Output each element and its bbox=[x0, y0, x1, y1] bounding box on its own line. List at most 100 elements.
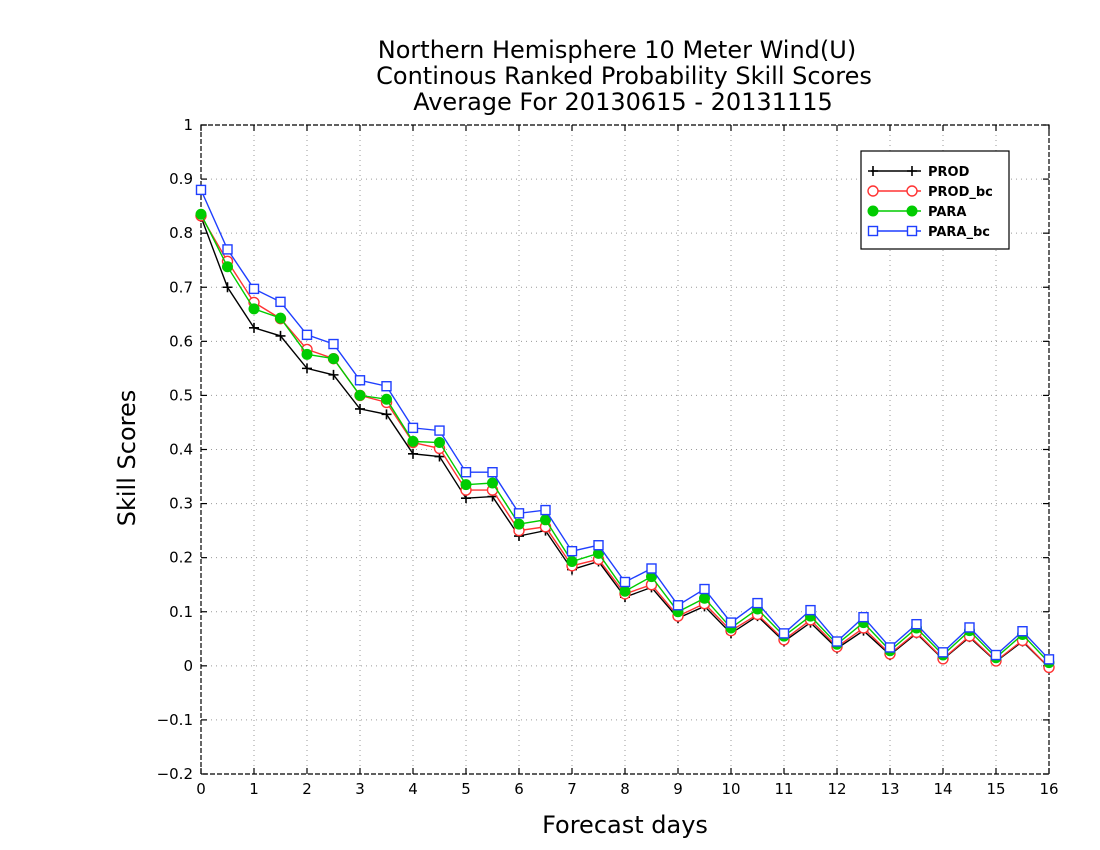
para-bc-point bbox=[593, 540, 604, 551]
x-tick-label: 2 bbox=[302, 780, 312, 798]
x-tick-label: 7 bbox=[567, 780, 577, 798]
legend-item-prod: PROD bbox=[868, 165, 970, 180]
x-tick-label: 15 bbox=[986, 780, 1005, 798]
para-point bbox=[487, 477, 498, 489]
prod-point bbox=[355, 403, 365, 414]
x-tick-label: 4 bbox=[408, 780, 418, 798]
y-tick-label: 1 bbox=[183, 116, 193, 134]
series-layer bbox=[195, 184, 1055, 674]
para-bc-point bbox=[778, 628, 790, 639]
y-axis-label: Skill Scores bbox=[113, 390, 141, 527]
para-bc-point bbox=[619, 576, 631, 588]
x-axis-label: Forecast days bbox=[542, 811, 708, 839]
title-line-3: Average For 20130615 - 20131115 bbox=[413, 88, 833, 116]
para-bc-point bbox=[381, 381, 392, 392]
y-tick-label: 0 bbox=[183, 657, 193, 675]
para-bc-point bbox=[275, 296, 286, 308]
prod-point bbox=[408, 448, 418, 459]
prod-point bbox=[249, 322, 259, 333]
x-tick-label: 1 bbox=[249, 780, 259, 798]
y-tick-label: 0.5 bbox=[169, 386, 193, 404]
para-point bbox=[195, 208, 207, 220]
para-point bbox=[354, 389, 366, 401]
para-bc-point bbox=[805, 604, 816, 616]
legend-label: PROD bbox=[928, 165, 970, 180]
para-bc-point bbox=[752, 597, 763, 609]
y-tick-label: 0.3 bbox=[169, 495, 193, 513]
y-tick-label: 0.8 bbox=[169, 224, 193, 242]
para-point bbox=[434, 436, 445, 448]
legend-prod-point bbox=[907, 166, 917, 176]
y-tick-label: 0.2 bbox=[169, 549, 193, 567]
prod-point bbox=[275, 330, 286, 341]
y-tick-label: 0.4 bbox=[169, 441, 193, 459]
y-tick-label: −0.2 bbox=[157, 765, 193, 783]
para-bc-point bbox=[1043, 654, 1055, 665]
para-point bbox=[513, 518, 525, 530]
para-bc-point bbox=[487, 467, 498, 478]
legend-prod-bc-point bbox=[906, 185, 918, 197]
legend-para-point bbox=[867, 205, 879, 217]
para-bc-point bbox=[195, 184, 207, 196]
x-tick-label: 0 bbox=[196, 780, 206, 798]
legend-item-para: PARA bbox=[867, 205, 966, 220]
x-tick-label: 14 bbox=[933, 780, 952, 798]
para-bc-point bbox=[672, 600, 684, 611]
para-bc-point bbox=[964, 622, 975, 633]
legend-item-prod-bc: PROD_bc bbox=[867, 185, 993, 200]
x-tick-label: 12 bbox=[827, 780, 846, 798]
para-bc-point bbox=[937, 647, 949, 658]
legend-item-para-bc: PARA_bc bbox=[867, 225, 990, 240]
para-point bbox=[381, 393, 392, 405]
x-tick-label: 8 bbox=[620, 780, 630, 798]
chart-title: Northern Hemisphere 10 Meter Wind(U) Con… bbox=[376, 36, 872, 116]
legend-label: PARA bbox=[928, 205, 966, 220]
para-point bbox=[248, 303, 260, 315]
para-bc-point bbox=[725, 617, 737, 628]
para-bc-point bbox=[911, 618, 922, 630]
x-tick-label: 9 bbox=[673, 780, 683, 798]
legend-label: PARA_bc bbox=[928, 225, 990, 240]
y-tick-label: −0.1 bbox=[157, 711, 193, 729]
para-bc-point bbox=[354, 375, 366, 386]
legend-para-bc-point bbox=[867, 225, 879, 237]
x-tick-label: 6 bbox=[514, 780, 524, 798]
para-bc-point bbox=[1017, 626, 1028, 637]
para-bc-point bbox=[222, 244, 233, 255]
series-prod bbox=[196, 211, 1054, 673]
legend-para-bc-point bbox=[906, 225, 918, 237]
para-bc-point bbox=[301, 329, 313, 341]
para-bc-point bbox=[540, 504, 551, 516]
gridlines bbox=[201, 125, 1049, 774]
y-tick-label: 0.7 bbox=[169, 278, 193, 296]
para-bc-point bbox=[646, 563, 657, 574]
para-point bbox=[222, 261, 233, 273]
x-tick-label: 10 bbox=[721, 780, 740, 798]
para-bc-point bbox=[513, 508, 525, 519]
y-tick-label: 0.6 bbox=[169, 332, 193, 350]
legend-prod-bc-point bbox=[867, 185, 879, 197]
para-bc-point bbox=[434, 425, 445, 436]
prod-point bbox=[222, 282, 233, 293]
prod-point bbox=[381, 409, 392, 420]
para-point bbox=[301, 348, 313, 360]
para-bc-point bbox=[858, 611, 869, 623]
title-line-2: Continous Ranked Probability Skill Score… bbox=[376, 62, 872, 90]
para-bc-point bbox=[884, 642, 896, 653]
para-bc-point bbox=[328, 338, 339, 350]
para-bc-point bbox=[831, 636, 843, 647]
prod-point bbox=[302, 363, 312, 374]
legend-box bbox=[860, 150, 1010, 250]
axes: −0.2−0.100.10.20.30.40.50.60.70.80.910 1 2… bbox=[157, 116, 1059, 798]
x-tick-label: 3 bbox=[355, 780, 365, 798]
x-tick-label: 16 bbox=[1039, 780, 1058, 798]
legend-label: PROD_bc bbox=[928, 185, 993, 200]
series-para bbox=[195, 208, 1055, 669]
para-bc-point bbox=[699, 583, 710, 595]
para-point bbox=[619, 585, 631, 597]
legend-prod-point bbox=[868, 166, 878, 176]
title-line-1: Northern Hemisphere 10 Meter Wind(U) bbox=[378, 36, 856, 64]
para-point bbox=[460, 479, 472, 491]
para-point bbox=[328, 353, 339, 365]
